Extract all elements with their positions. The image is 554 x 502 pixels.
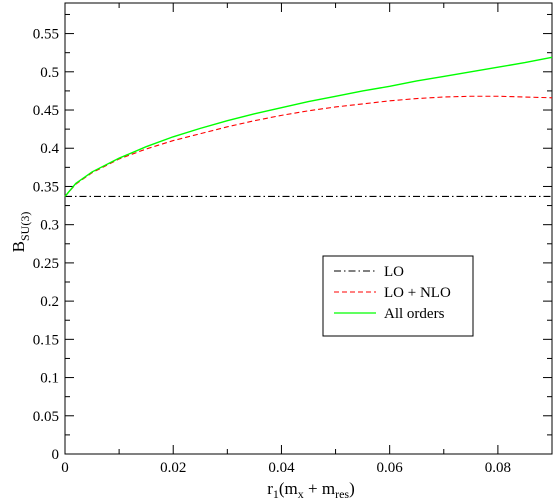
x-axis-label-open: (m xyxy=(279,479,298,498)
y-tick-label: 0.55 xyxy=(33,27,59,43)
x-axis-label-sub3: res xyxy=(335,487,349,501)
ticks-layer: 0 0.02 0.04 0.06 0.08 0 0.05 0.1 0.15 0.2 0.25 0.3 0… xyxy=(33,3,552,476)
x-axis-label-sub2: x xyxy=(298,487,304,501)
y-tick-label: 0.05 xyxy=(33,409,59,425)
x-tick-label: 0.08 xyxy=(485,460,511,476)
x-tick-label: 0.02 xyxy=(160,460,186,476)
series-layer xyxy=(64,56,553,197)
x-axis-label-mid: + m xyxy=(304,479,335,498)
y-tick-label: 0.4 xyxy=(40,141,59,157)
y-tick-label: 0.1 xyxy=(40,371,59,387)
x-tick-label: 0.04 xyxy=(268,460,295,476)
series-lo-nlo xyxy=(64,95,553,197)
legend: LO LO + NLO All orders xyxy=(322,255,474,337)
y-axis-label-sub: SU(3) xyxy=(18,212,32,241)
x-axis-label-close: ) xyxy=(349,479,355,498)
x-tick-label: 0.06 xyxy=(377,460,404,476)
y-tick-label: 0.25 xyxy=(33,256,59,272)
legend-box xyxy=(322,255,474,337)
x-axis-label-base: r xyxy=(267,479,273,498)
legend-label-lo: LO xyxy=(384,264,404,280)
y-axis-label-base: B xyxy=(9,241,28,252)
x-axis-label: r1(mx + mres) xyxy=(267,479,355,501)
y-tick-label: 0.5 xyxy=(40,65,59,81)
x-axis-label-sub1: 1 xyxy=(273,487,279,501)
y-tick-label: 0.45 xyxy=(33,103,59,119)
y-axis-label: BSU(3) xyxy=(9,212,32,253)
y-tick-label: 0.3 xyxy=(40,218,59,234)
y-tick-label: 0.2 xyxy=(40,294,59,310)
y-tick-label: 0 xyxy=(52,447,60,463)
series-all-orders xyxy=(64,56,553,197)
legend-label-lo-nlo: LO + NLO xyxy=(384,285,451,301)
y-tick-label: 0.35 xyxy=(33,179,59,195)
legend-label-all-orders: All orders xyxy=(384,306,445,322)
y-tick-label: 0.15 xyxy=(33,332,59,348)
x-tick-label: 0 xyxy=(61,460,69,476)
plot-frame xyxy=(64,2,553,455)
